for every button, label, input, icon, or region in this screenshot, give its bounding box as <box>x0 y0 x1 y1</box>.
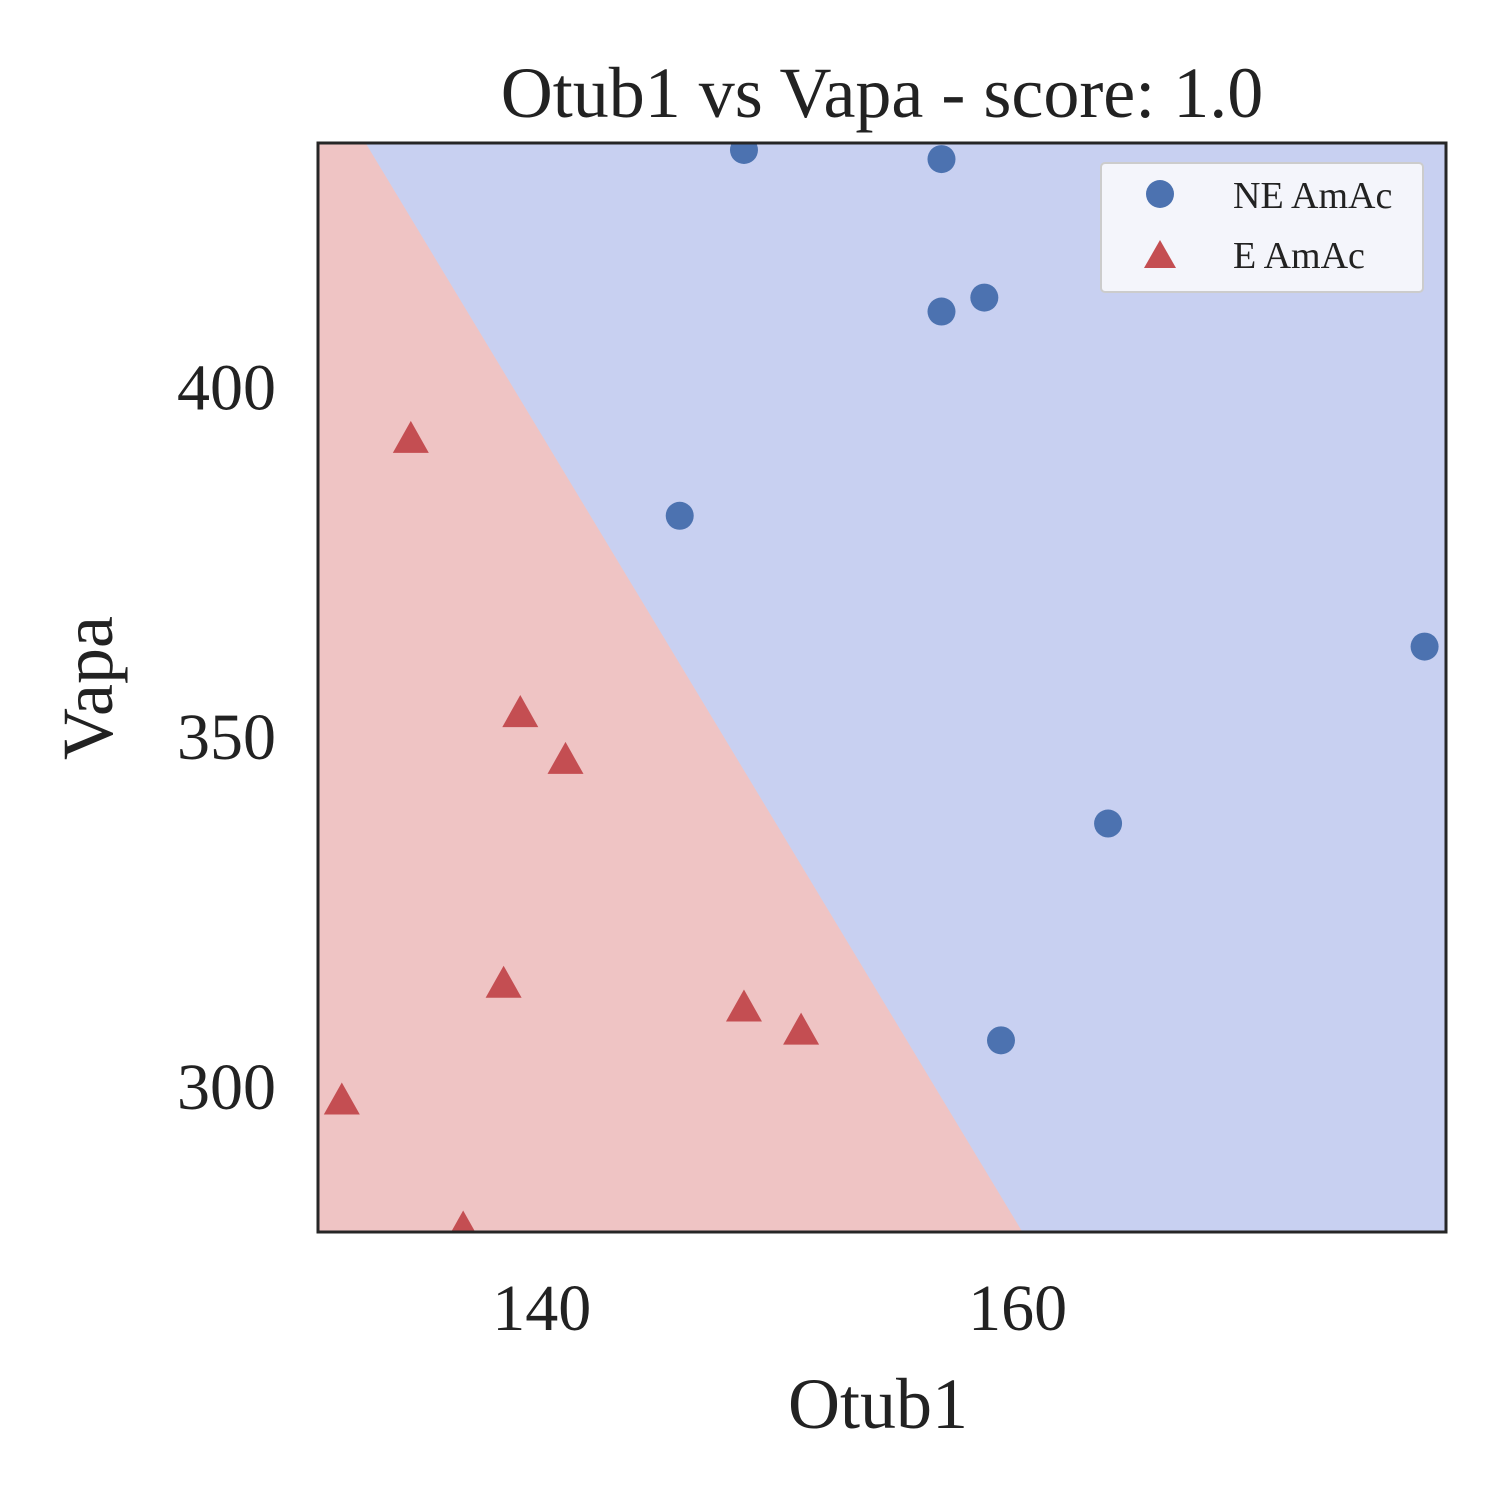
x-tick-label: 160 <box>968 1272 1067 1345</box>
point-e-amac <box>783 1012 820 1045</box>
decision-regions <box>318 143 1446 1232</box>
point-e-amac <box>547 741 584 774</box>
data-points <box>323 143 1439 1232</box>
point-ne-amac <box>1410 632 1439 661</box>
point-ne-amac <box>986 1026 1015 1055</box>
point-ne-amac <box>970 283 999 312</box>
y-axis-label: Vapa <box>48 616 128 760</box>
point-ne-amac <box>729 143 758 164</box>
legend-marker-ne-amac <box>1146 180 1174 208</box>
point-ne-amac <box>927 297 956 326</box>
legend-marker-e-amac <box>1144 240 1176 268</box>
point-ne-amac <box>927 145 956 174</box>
region-e-amac <box>318 143 1023 1232</box>
axis-ticks: 140 160 300 350 400 <box>177 351 1067 1345</box>
point-e-amac <box>502 695 539 728</box>
point-e-amac <box>725 989 762 1022</box>
legend-box <box>1100 162 1424 293</box>
chart-title: Otub1 vs Vapa - score: 1.0 <box>501 53 1264 133</box>
point-ne-amac <box>1094 809 1123 838</box>
y-tick-label: 300 <box>177 1051 276 1124</box>
point-e-amac <box>485 965 522 998</box>
plot-frame <box>316 141 1448 1234</box>
legend-label-ne-amac: NE AmAc <box>1233 175 1392 217</box>
x-axis-label: Otub1 <box>788 1364 968 1444</box>
x-tick-label: 140 <box>492 1272 591 1345</box>
legend: NE AmAc E AmAc <box>1100 162 1424 293</box>
y-tick-label: 350 <box>177 701 276 774</box>
legend-label-e-amac: E AmAc <box>1233 235 1365 277</box>
point-e-amac <box>451 1210 476 1232</box>
point-ne-amac <box>665 501 694 530</box>
point-e-amac <box>323 1082 360 1115</box>
point-e-amac <box>392 420 429 453</box>
y-tick-label: 400 <box>177 351 276 424</box>
